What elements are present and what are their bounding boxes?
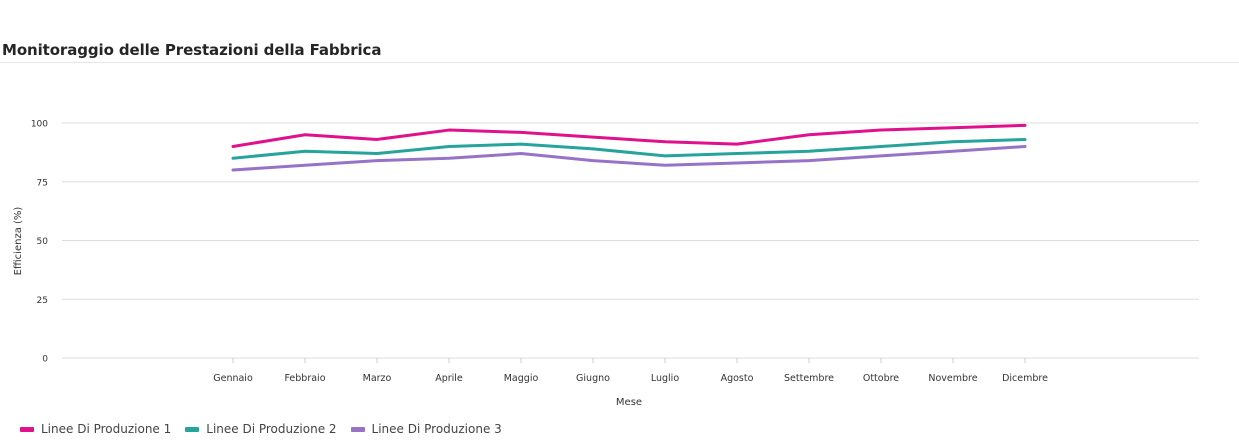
x-tick-label: Agosto (721, 373, 754, 384)
legend-swatch (350, 426, 365, 432)
x-axis-ticks: Gennaio Febbraio Marzo Aprile Maggio Giugno Lu… (213, 358, 1048, 384)
y-tick-label: 25 (37, 296, 48, 306)
x-tick-label: Novembre (928, 373, 977, 384)
legend-label: Linee Di Produzione 2 (206, 422, 337, 436)
x-tick-label: Febbraio (284, 373, 325, 384)
legend-item-3[interactable]: Linee Di Produzione 3 (350, 422, 502, 436)
x-tick-label: Aprile (435, 373, 463, 384)
y-tick-label: 0 (42, 355, 48, 365)
y-axis-ticks: 0 25 50 75 100 (31, 120, 48, 365)
x-tick-label: Dicembre (1002, 373, 1048, 384)
grid-layer (62, 122, 1199, 359)
legend-swatch (20, 426, 34, 432)
legend-swatch (185, 426, 200, 432)
legend-label: Linee Di Produzione 1 (41, 422, 172, 436)
x-tick-label: Luglio (651, 373, 679, 384)
legend-label: Linee Di Produzione 3 (371, 422, 502, 436)
y-tick-label: 50 (37, 237, 49, 247)
series-line-2[interactable] (231, 137, 1027, 160)
x-tick-label: Settembre (784, 373, 834, 384)
chart-title: Monitoraggio delle Prestazioni della Fab… (2, 41, 382, 59)
title-divider (0, 62, 1239, 63)
y-axis-label: Efficienza (%) (13, 207, 24, 276)
series-line-1[interactable] (231, 123, 1027, 148)
series-layer (231, 123, 1027, 172)
x-tick-label: Gennaio (213, 373, 253, 384)
x-axis-label: Mese (616, 397, 642, 408)
chart-legend: Linee Di Produzione 1 Linee Di Produzione… (20, 422, 516, 436)
legend-item-1[interactable]: Linee Di Produzione 1 (20, 422, 171, 436)
x-tick-label: Marzo (363, 373, 392, 384)
x-tick-label: Maggio (504, 373, 539, 384)
series-line-3[interactable] (231, 145, 1027, 172)
x-tick-label: Giugno (576, 373, 610, 384)
x-tick-label: Ottobre (863, 373, 899, 384)
y-tick-label: 100 (31, 120, 48, 130)
legend-item-2[interactable]: Linee Di Produzione 2 (185, 422, 337, 436)
y-tick-label: 75 (37, 178, 48, 188)
